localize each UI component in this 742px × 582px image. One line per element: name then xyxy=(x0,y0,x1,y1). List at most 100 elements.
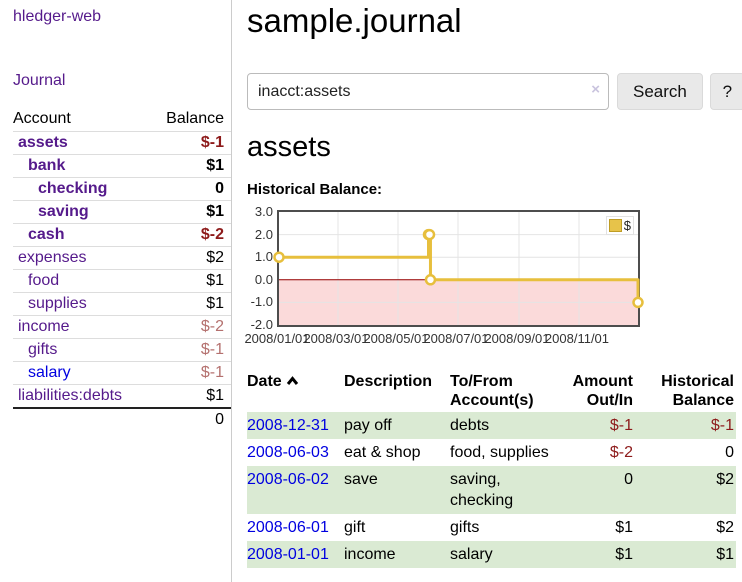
transaction-date-link[interactable]: 2008-06-03 xyxy=(247,444,329,461)
account-balance: $-2 xyxy=(200,226,224,243)
transaction-row: 2008-06-03 eat & shop food, supplies $-2… xyxy=(247,439,736,466)
account-link-liabilities-debts[interactable]: liabilities:debts xyxy=(18,387,123,404)
transaction-amount: $-2 xyxy=(609,444,633,461)
account-row-income: income $-2 xyxy=(13,315,231,339)
account-link-income[interactable]: income xyxy=(18,318,70,335)
column-header-description: Description xyxy=(344,373,433,390)
accounts-header-account: Account xyxy=(13,110,71,127)
transaction-balance: $-1 xyxy=(710,417,734,434)
series-label: $ xyxy=(623,218,631,233)
column-header-amount: Amount Out/In xyxy=(572,373,633,409)
sidebar: hledger-web Journal Account Balance asse… xyxy=(0,0,232,582)
y-axis-tick-label: 2.0 xyxy=(254,226,273,242)
account-balance: $-1 xyxy=(200,341,224,358)
y-axis-tick-label: 1.0 xyxy=(254,249,273,265)
transaction-date-link[interactable]: 2008-06-01 xyxy=(247,519,329,536)
chart-plot-area[interactable]: $ xyxy=(273,210,644,327)
page-title: sample.journal xyxy=(247,2,462,39)
transaction-accounts: salary xyxy=(450,546,493,563)
x-axis-tick-label: 2008/05/01 xyxy=(363,331,429,346)
transaction-amount: $1 xyxy=(615,546,633,563)
account-heading: assets xyxy=(247,131,331,163)
transaction-description: save xyxy=(344,471,378,488)
account-row-salary: salary $-1 xyxy=(13,361,231,385)
accounts-total-row: 0 xyxy=(13,408,231,431)
sort-ascending-icon xyxy=(286,376,298,385)
account-link-saving[interactable]: saving xyxy=(38,203,89,220)
account-balance: $2 xyxy=(206,249,224,266)
account-link-gifts[interactable]: gifts xyxy=(28,341,58,358)
account-row-bank: bank $1 xyxy=(13,154,231,178)
search-input[interactable] xyxy=(247,73,609,110)
transaction-accounts: saving, checking xyxy=(450,471,514,509)
transaction-row: 2008-06-01 gift gifts $1 $2 xyxy=(247,514,736,541)
clear-search-icon[interactable]: × xyxy=(591,81,600,98)
register-table: Date Description To/From Account(s) Amou… xyxy=(247,370,736,568)
accounts-header-balance: Balance xyxy=(166,110,224,127)
transaction-date-link[interactable]: 2008-06-02 xyxy=(247,471,329,488)
x-axis-tick-label: 2008/07/01 xyxy=(423,331,489,346)
transaction-amount: $-1 xyxy=(609,417,633,434)
x-axis-tick-label: 2008/09/01 xyxy=(484,331,550,346)
transaction-amount: $1 xyxy=(615,519,633,536)
accounts-balance-table: Account Balance assets $-1 bank $1 check… xyxy=(13,107,231,431)
chart-title: Historical Balance: xyxy=(247,181,383,198)
account-balance: $-2 xyxy=(200,318,224,335)
transaction-accounts: debts xyxy=(450,417,490,434)
account-row-gifts: gifts $-1 xyxy=(13,338,231,362)
search-input-wrap: × xyxy=(247,73,609,110)
sidebar-item-journal[interactable]: Journal xyxy=(13,72,66,89)
transaction-balance: $2 xyxy=(716,519,734,536)
transaction-amount: 0 xyxy=(624,471,633,488)
transaction-description: income xyxy=(344,546,396,563)
account-row-liabilities-debts: liabilities:debts $1 xyxy=(13,384,231,409)
series-swatch-icon xyxy=(608,219,622,232)
transaction-balance: $1 xyxy=(716,546,734,563)
account-balance: $1 xyxy=(206,272,224,289)
register-header-row: Date Description To/From Account(s) Amou… xyxy=(247,370,736,412)
account-balance: $-1 xyxy=(200,134,224,151)
chart-legend: $ xyxy=(605,216,634,235)
transaction-date-link[interactable]: 2008-12-31 xyxy=(247,417,329,434)
account-link-salary[interactable]: salary xyxy=(28,364,71,381)
app-brand: hledger-web xyxy=(13,8,231,26)
column-header-date[interactable]: Date xyxy=(247,370,344,412)
account-link-bank[interactable]: bank xyxy=(28,157,66,174)
transaction-description: pay off xyxy=(344,417,392,434)
x-axis-tick-label: 2008/11/01 xyxy=(544,331,610,346)
transaction-date-link[interactable]: 2008-01-01 xyxy=(247,546,329,563)
account-link-supplies[interactable]: supplies xyxy=(28,295,87,312)
x-axis-tick-label: 2008/01/01 xyxy=(244,331,310,346)
account-row-food: food $1 xyxy=(13,269,231,293)
account-link-food[interactable]: food xyxy=(28,272,60,289)
historical-balance-chart: $ 3.0 2.0 1.0 0.0 -1.0 -2.0 2008/01/01 2008/03/… xyxy=(244,205,647,350)
transaction-description: eat & shop xyxy=(344,444,421,461)
transaction-description: gift xyxy=(344,519,366,536)
account-row-supplies: supplies $1 xyxy=(13,292,231,316)
y-axis-tick-label: 3.0 xyxy=(254,204,273,219)
account-balance: $1 xyxy=(206,203,224,220)
account-row-assets: assets $-1 xyxy=(13,131,231,155)
journal-nav: Journal xyxy=(13,72,231,90)
account-row-checking: checking 0 xyxy=(13,177,231,201)
transaction-accounts: food, supplies xyxy=(450,444,549,461)
search-button[interactable]: Search xyxy=(617,73,703,110)
account-link-checking[interactable]: checking xyxy=(38,180,108,197)
app-brand-link[interactable]: hledger-web xyxy=(13,8,102,25)
column-header-balance: Historical Balance xyxy=(661,373,734,409)
transaction-row: 2008-06-02 save saving, checking 0 $2 xyxy=(247,466,736,514)
x-axis-tick-label: 2008/03/01 xyxy=(303,331,369,346)
transaction-row: 2008-12-31 pay off debts $-1 $-1 xyxy=(247,412,736,439)
account-row-expenses: expenses $2 xyxy=(13,246,231,270)
account-link-assets[interactable]: assets xyxy=(18,134,68,151)
main-content: sample.journal × Search ? assets Histori… xyxy=(232,0,742,582)
account-link-cash[interactable]: cash xyxy=(28,226,65,243)
account-link-expenses[interactable]: expenses xyxy=(18,249,87,266)
account-balance: $1 xyxy=(206,295,224,312)
y-axis-tick-label: -1.0 xyxy=(250,294,273,310)
account-balance: 0 xyxy=(215,180,224,197)
transaction-accounts: gifts xyxy=(450,519,480,536)
help-button[interactable]: ? xyxy=(709,73,742,110)
account-balance: $1 xyxy=(206,157,224,174)
